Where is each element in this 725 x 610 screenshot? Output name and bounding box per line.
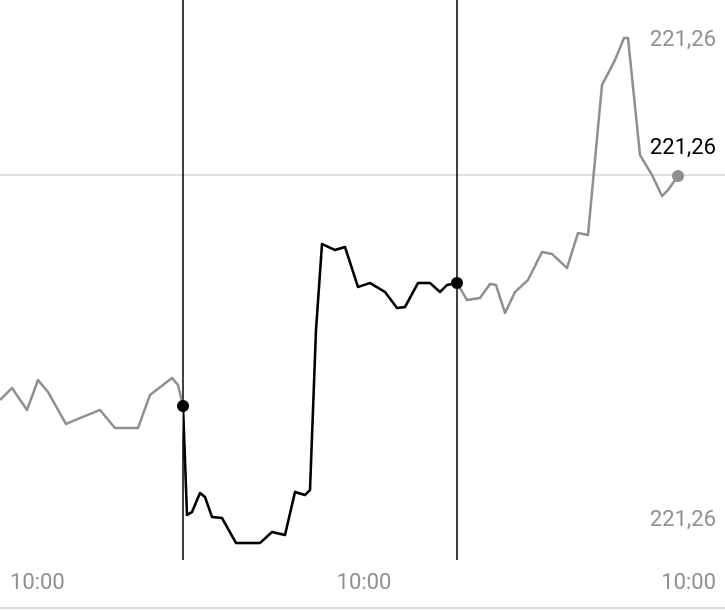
cursor-dot: [177, 400, 189, 412]
x-label: 10:00: [661, 570, 716, 595]
price-line: [0, 36, 680, 545]
x-label: 10:00: [10, 570, 65, 595]
high-label: 221,26: [650, 27, 716, 52]
highlight-line: [183, 242, 457, 545]
x-label: 10:00: [337, 570, 392, 595]
last-point-dot: [672, 170, 684, 182]
low-label: 221,26: [650, 507, 716, 532]
current-label: 221,26: [650, 135, 716, 160]
cursor-dot: [451, 277, 463, 289]
